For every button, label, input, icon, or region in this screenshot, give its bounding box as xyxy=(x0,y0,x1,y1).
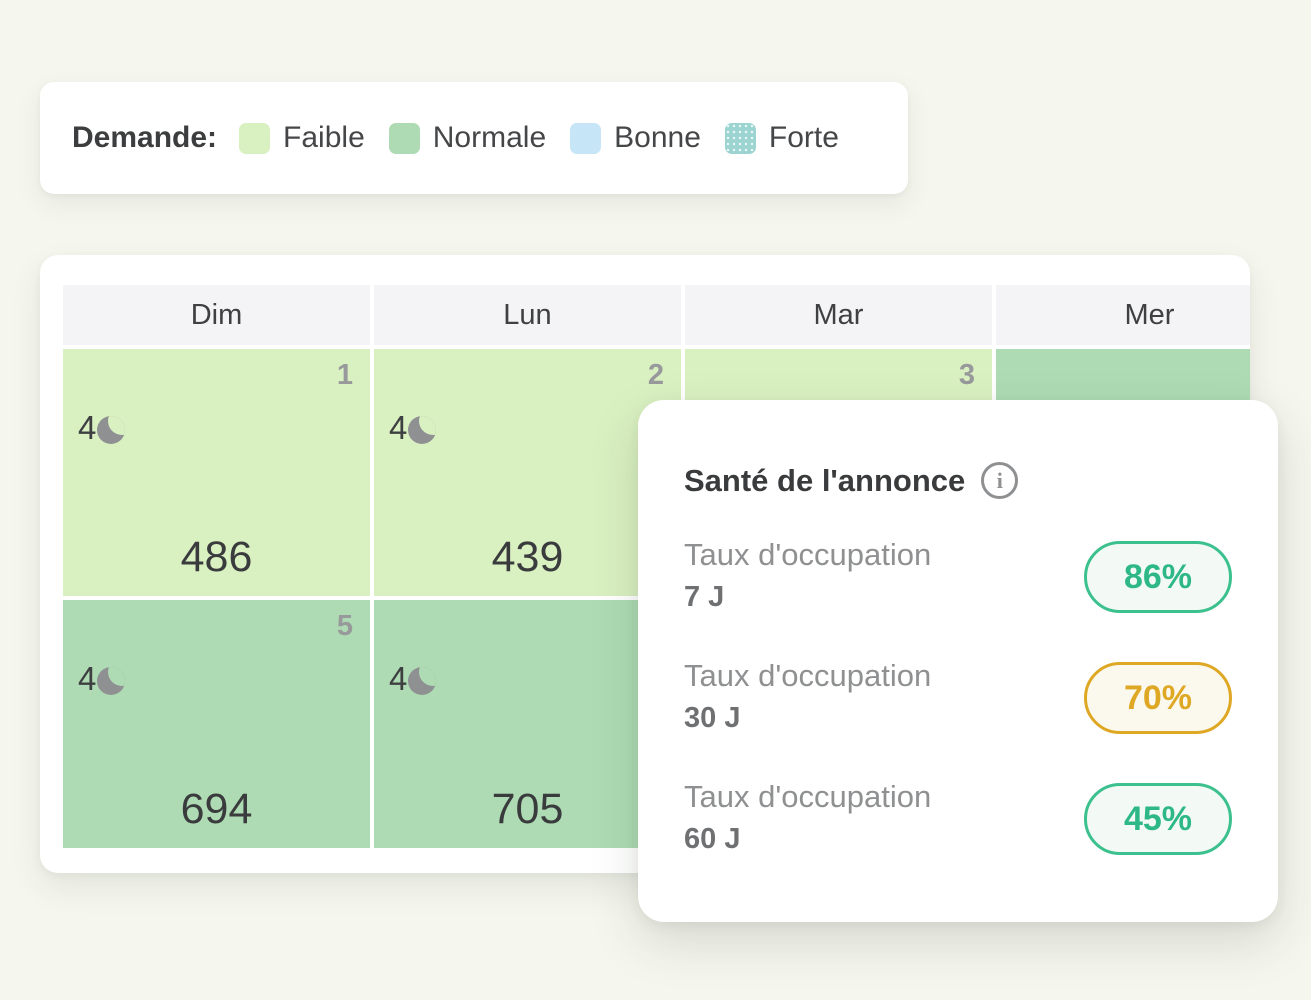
min-stay-value: 4 xyxy=(78,409,97,446)
occupancy-label: Taux d'occupation xyxy=(684,537,932,572)
day-header-dim: Dim xyxy=(63,285,370,345)
calendar-day-cell[interactable]: 1 4 486 xyxy=(63,349,370,596)
calendar-day-cell[interactable]: 4 705 xyxy=(374,600,681,848)
occupancy-period: 60 J xyxy=(684,823,741,855)
min-stay: 4 xyxy=(78,409,126,447)
moon-icon xyxy=(97,667,126,695)
occupancy-row-30d: Taux d'occupation 30 J 70% xyxy=(684,656,1232,740)
moon-icon xyxy=(97,416,126,444)
day-number: 5 xyxy=(336,610,353,642)
calendar-day-cell[interactable]: 2 4 439 xyxy=(374,349,681,596)
listing-health-header: Santé de l'annonce i xyxy=(684,462,1232,499)
occupancy-label-block: Taux d'occupation 60 J xyxy=(684,777,931,861)
moon-icon xyxy=(408,667,437,695)
calendar-day-cell[interactable]: 5 4 694 xyxy=(63,600,370,848)
bonne-color-swatch xyxy=(570,122,602,154)
occupancy-period: 7 J xyxy=(684,581,725,613)
legend-label: Normale xyxy=(432,121,547,154)
demand-legend-title: Demande: xyxy=(72,121,218,154)
listing-health-title: Santé de l'annonce xyxy=(684,462,966,498)
day-price: 694 xyxy=(180,785,253,833)
day-price: 486 xyxy=(180,533,253,581)
legend-item-normale: Normale xyxy=(388,121,547,155)
min-stay: 4 xyxy=(389,660,437,698)
info-icon[interactable]: i xyxy=(981,462,1019,499)
legend-item-bonne: Bonne xyxy=(570,121,701,155)
occupancy-badge: 70% xyxy=(1084,662,1232,734)
day-header-mar: Mar xyxy=(685,285,992,345)
listing-health-panel: Santé de l'annonce i Taux d'occupation 7… xyxy=(638,400,1278,922)
faible-color-swatch xyxy=(239,122,271,154)
moon-icon xyxy=(408,416,437,444)
occupancy-row-7d: Taux d'occupation 7 J 86% xyxy=(684,535,1232,619)
occupancy-row-60d: Taux d'occupation 60 J 45% xyxy=(684,777,1232,861)
occupancy-label-block: Taux d'occupation 30 J xyxy=(684,656,931,740)
day-header-lun: Lun xyxy=(374,285,681,345)
legend-label: Faible xyxy=(283,121,365,154)
day-price: 439 xyxy=(491,533,564,581)
day-header-mer: Mer xyxy=(996,285,1250,345)
min-stay-value: 4 xyxy=(78,660,97,697)
occupancy-label: Taux d'occupation xyxy=(684,658,932,693)
demand-legend-items: Faible Normale Bonne Forte xyxy=(239,121,839,155)
legend-label: Bonne xyxy=(614,121,701,154)
min-stay: 4 xyxy=(78,660,126,698)
occupancy-badge: 45% xyxy=(1084,783,1232,855)
demand-legend-card: Demande: Faible Normale Bonne Forte xyxy=(40,82,908,194)
forte-color-swatch xyxy=(724,122,756,154)
day-price: 705 xyxy=(491,785,564,833)
legend-label: Forte xyxy=(768,121,839,154)
occupancy-label-block: Taux d'occupation 7 J xyxy=(684,535,931,619)
day-number: 2 xyxy=(647,359,664,391)
occupancy-badge: 86% xyxy=(1084,541,1232,613)
normale-color-swatch xyxy=(388,122,420,154)
legend-item-faible: Faible xyxy=(239,121,365,155)
min-stay-value: 4 xyxy=(389,409,408,446)
day-number: 3 xyxy=(958,359,975,391)
occupancy-period: 30 J xyxy=(684,702,741,734)
min-stay-value: 4 xyxy=(389,660,408,697)
occupancy-label: Taux d'occupation xyxy=(684,779,932,814)
legend-item-forte: Forte xyxy=(724,121,839,155)
min-stay: 4 xyxy=(389,409,437,447)
day-number: 1 xyxy=(336,359,353,391)
